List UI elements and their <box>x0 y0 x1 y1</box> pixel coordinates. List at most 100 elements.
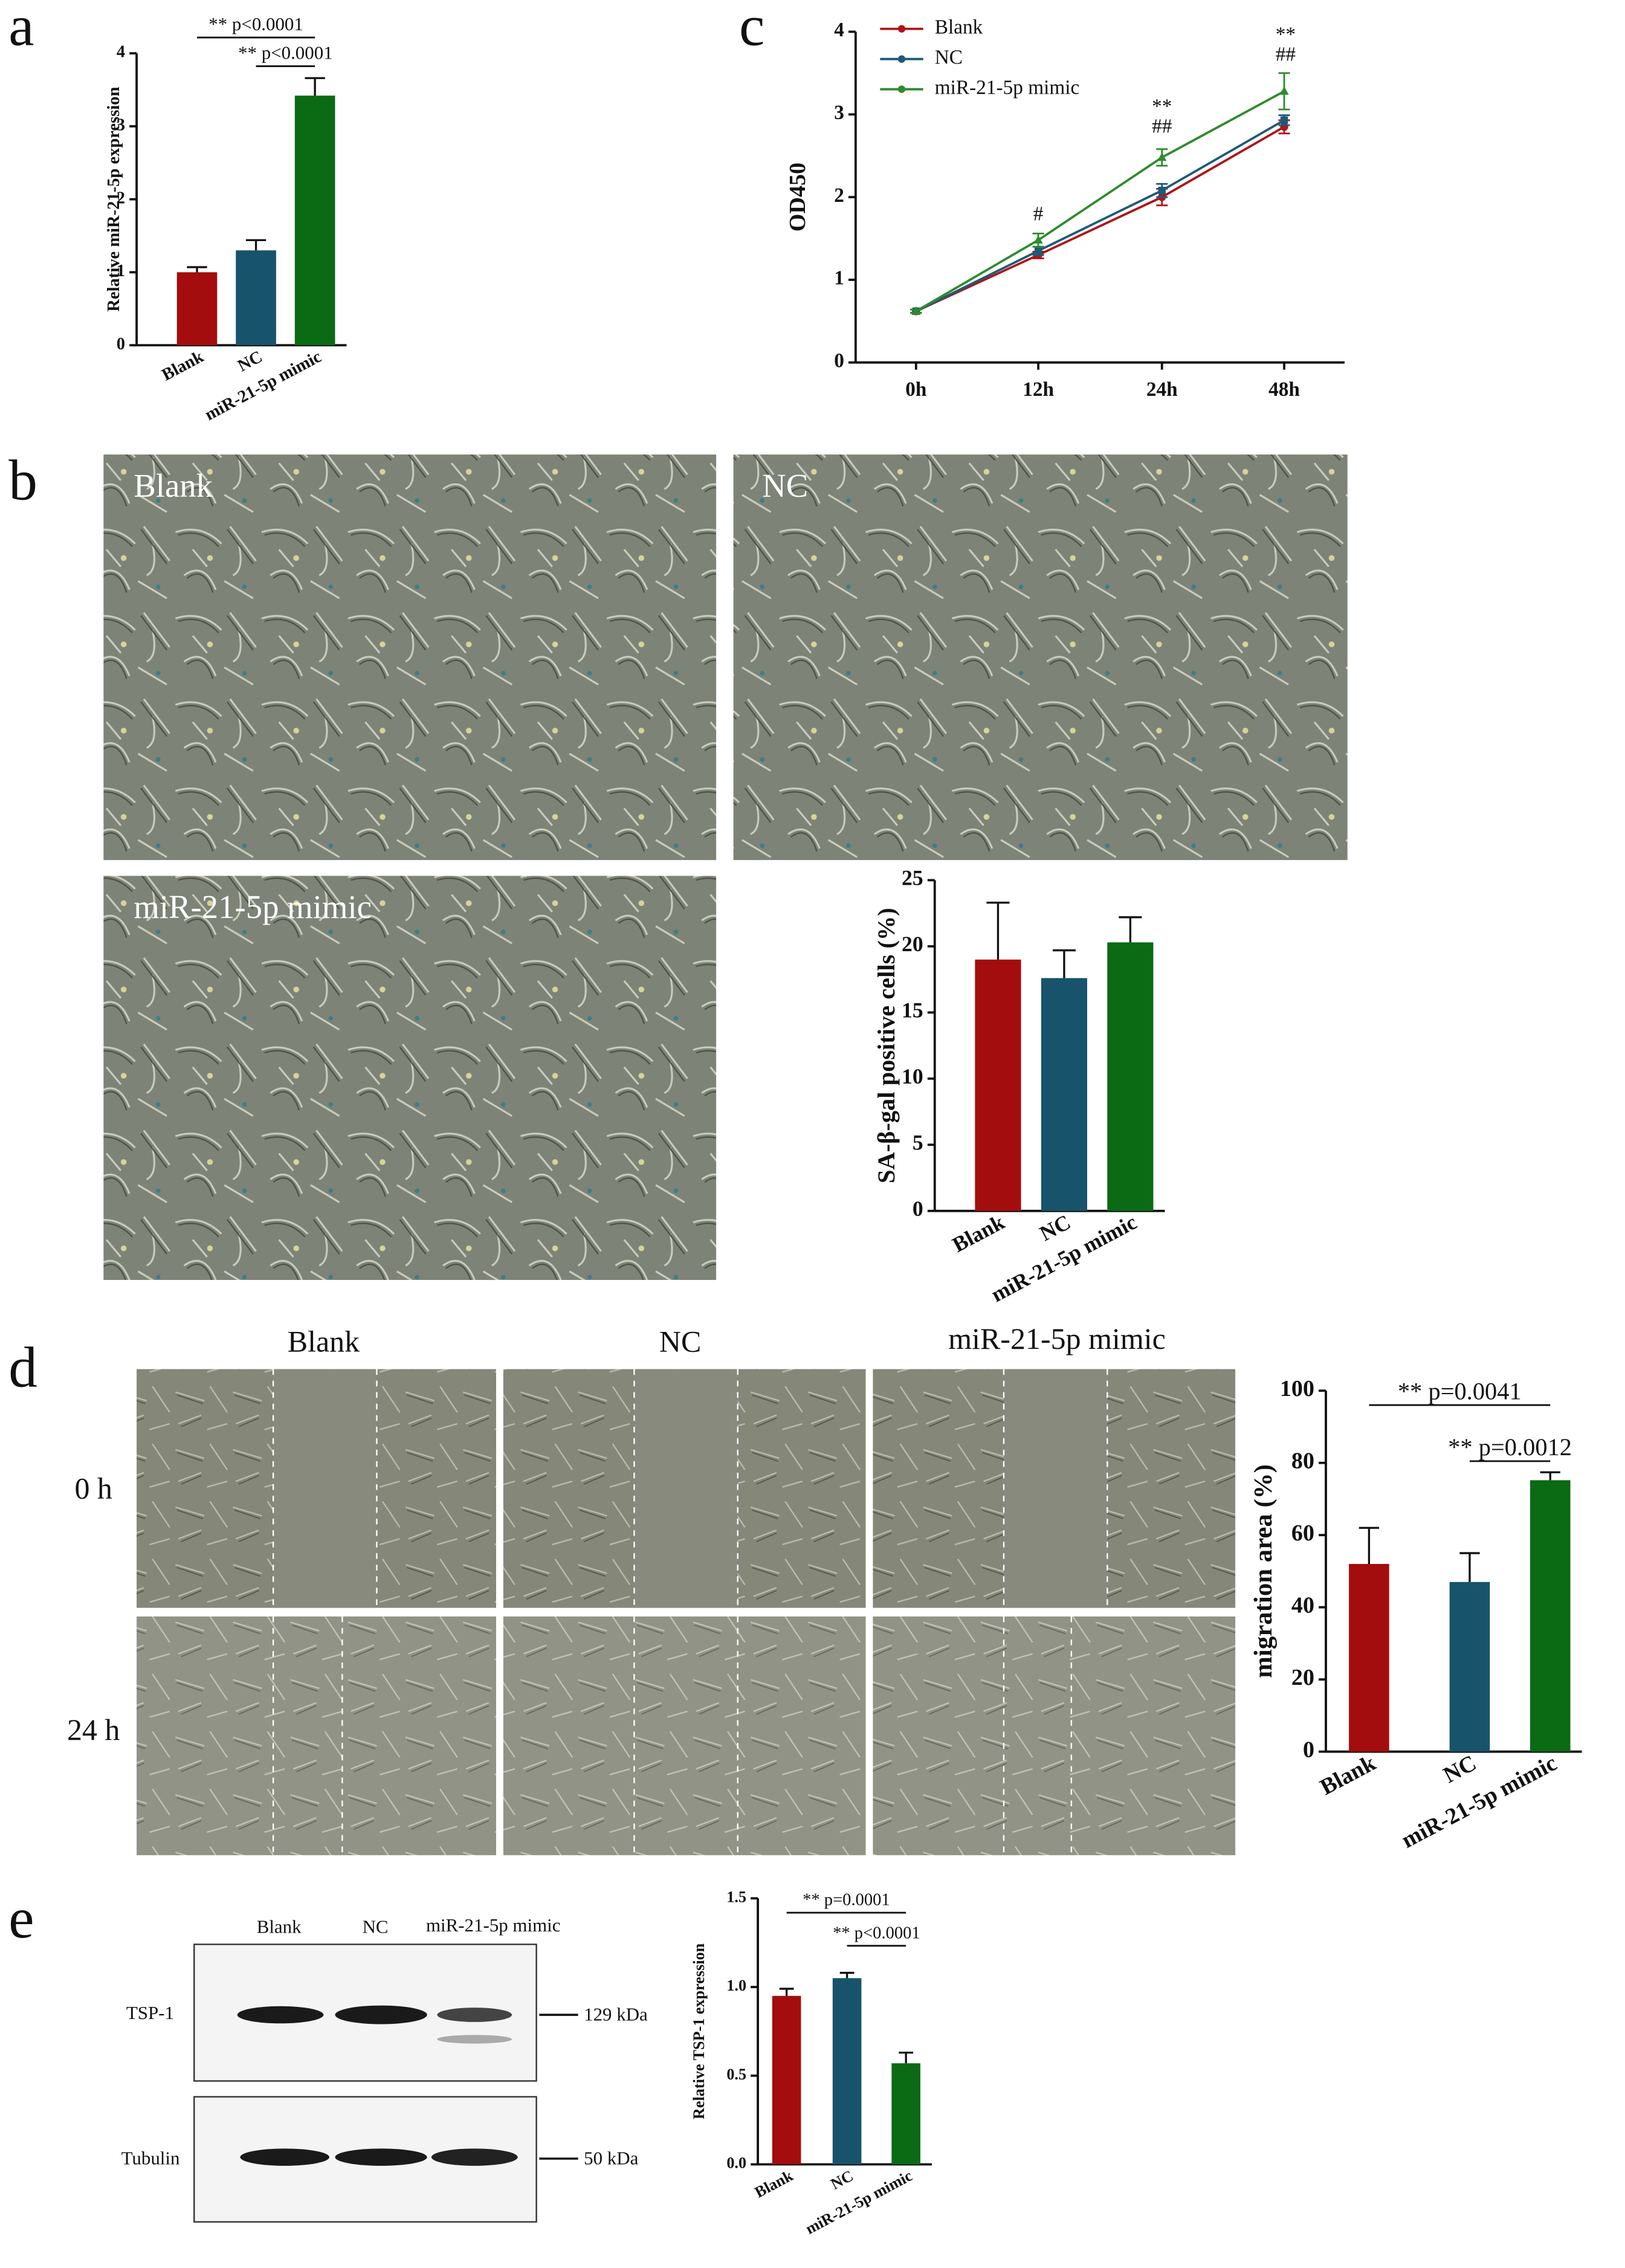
x-tick-label: Blank <box>1316 1750 1380 1800</box>
error-bar <box>1052 949 1076 978</box>
y-tick-label: 0 <box>1303 1737 1314 1762</box>
x-tick-label: NC <box>1439 1750 1481 1788</box>
error-bar <box>187 266 207 273</box>
band-size: 50 kDa <box>584 2147 638 2168</box>
y-tick-label: 5 <box>913 1131 923 1155</box>
lane-label: NC <box>363 1916 389 1937</box>
y-axis-label: Relative miR-21-5p expression <box>105 87 123 312</box>
x-tick-label: 48h <box>1268 378 1300 401</box>
significance-label: ** p=0.0001 <box>803 1891 890 1910</box>
significance-label: ## <box>1152 115 1172 138</box>
image-label: Blank <box>134 467 213 504</box>
x-tick-label: miR-21-5p mimic <box>803 2167 915 2238</box>
band-label: TSP-1 <box>126 2002 174 2023</box>
lane-label: Blank <box>257 1916 302 1937</box>
x-tick-label: 0h <box>905 378 927 401</box>
band-size: 129 kDa <box>584 2004 648 2025</box>
y-tick-label: 25 <box>902 866 923 890</box>
panel-label: d <box>8 1336 37 1400</box>
error-bar <box>1358 1527 1380 1564</box>
y-tick-label: 20 <box>1291 1665 1314 1690</box>
significance-label: ** <box>1152 95 1172 117</box>
significance-label: ** p<0.0001 <box>238 42 333 63</box>
significance-label: ** p=0.0012 <box>1448 1433 1572 1461</box>
row-label: 24 h <box>67 1713 120 1746</box>
significance-label: # <box>1033 203 1044 225</box>
y-axis-label: SA-β-gal positive cells (%) <box>873 908 900 1183</box>
error-bar <box>1119 916 1142 943</box>
y-tick-label: 20 <box>902 932 923 956</box>
point <box>911 306 921 315</box>
bar <box>1530 1480 1571 1752</box>
bar <box>1449 1581 1490 1752</box>
legend-label: NC <box>935 46 963 68</box>
panel-label: e <box>8 1886 34 1950</box>
point <box>1279 86 1289 95</box>
series-line <box>916 126 1285 312</box>
legend-label: miR-21-5p mimic <box>935 76 1080 99</box>
error-bar <box>245 239 267 251</box>
micrograph <box>103 454 717 861</box>
x-tick-label: Blank <box>752 2166 796 2201</box>
error-bar <box>305 77 325 96</box>
significance-label: ** p<0.0001 <box>208 13 303 34</box>
column-label: NC <box>659 1325 701 1359</box>
x-tick-label: miR-21-5p mimic <box>1397 1750 1561 1853</box>
micrograph <box>103 876 717 1281</box>
point <box>1158 187 1166 195</box>
y-tick-label: 1.5 <box>726 1888 746 1905</box>
bar <box>772 1995 801 2165</box>
y-tick-label: 80 <box>1291 1448 1314 1473</box>
legend-label: Blank <box>935 16 983 38</box>
bar <box>236 250 276 346</box>
y-tick-label: 1 <box>834 267 844 289</box>
image-label: NC <box>762 467 808 504</box>
bar <box>1041 978 1088 1211</box>
error-bar <box>986 902 1010 960</box>
x-tick-label: Blank <box>948 1210 1008 1257</box>
y-tick-label: 40 <box>1291 1592 1314 1618</box>
x-tick-label: 12h <box>1022 378 1054 401</box>
bar <box>294 95 335 346</box>
y-tick-label: 2 <box>834 184 844 207</box>
legend-marker <box>897 25 906 33</box>
bar <box>1349 1563 1389 1752</box>
y-tick-label: 0.5 <box>726 2066 746 2083</box>
wound-images <box>137 1369 1236 1855</box>
x-tick-label: NC <box>1036 1210 1074 1246</box>
y-axis-label: Relative TSP-1 expression <box>690 1943 708 2119</box>
x-tick-label: 24h <box>1146 378 1178 401</box>
series-line <box>915 90 1285 312</box>
x-tick-label: NC <box>234 347 265 376</box>
x-tick-label: Blank <box>159 347 207 385</box>
y-tick-label: 1.0 <box>726 1977 746 1994</box>
x-tick-label: NC <box>828 2167 856 2193</box>
micrograph <box>733 454 1348 861</box>
row-label: 0 h <box>74 1471 112 1505</box>
y-tick-label: 0 <box>117 335 125 354</box>
y-tick-label: 2 <box>117 189 125 207</box>
y-axis-label: migration area (%) <box>1249 1464 1278 1678</box>
column-label: Blank <box>288 1325 360 1359</box>
panel-label: b <box>8 448 37 512</box>
panel-label: a <box>8 0 34 57</box>
bar <box>891 2063 920 2165</box>
y-tick-label: 4 <box>117 43 125 62</box>
significance-label: ** <box>1276 23 1296 45</box>
error-bar <box>779 1988 794 1996</box>
point <box>1280 116 1288 124</box>
bar <box>176 272 218 346</box>
panel-label: c <box>739 0 764 57</box>
point <box>1034 247 1042 255</box>
y-axis-label: OD450 <box>785 163 810 231</box>
western-blot <box>193 1943 578 2223</box>
error-bar <box>1459 1552 1480 1582</box>
y-tick-label: 0.0 <box>726 2154 746 2172</box>
y-tick-label: 4 <box>834 19 844 41</box>
point <box>1033 235 1043 244</box>
y-tick-label: 3 <box>117 116 125 135</box>
band-label: Tubulin <box>121 2147 180 2168</box>
bar <box>1107 942 1154 1211</box>
